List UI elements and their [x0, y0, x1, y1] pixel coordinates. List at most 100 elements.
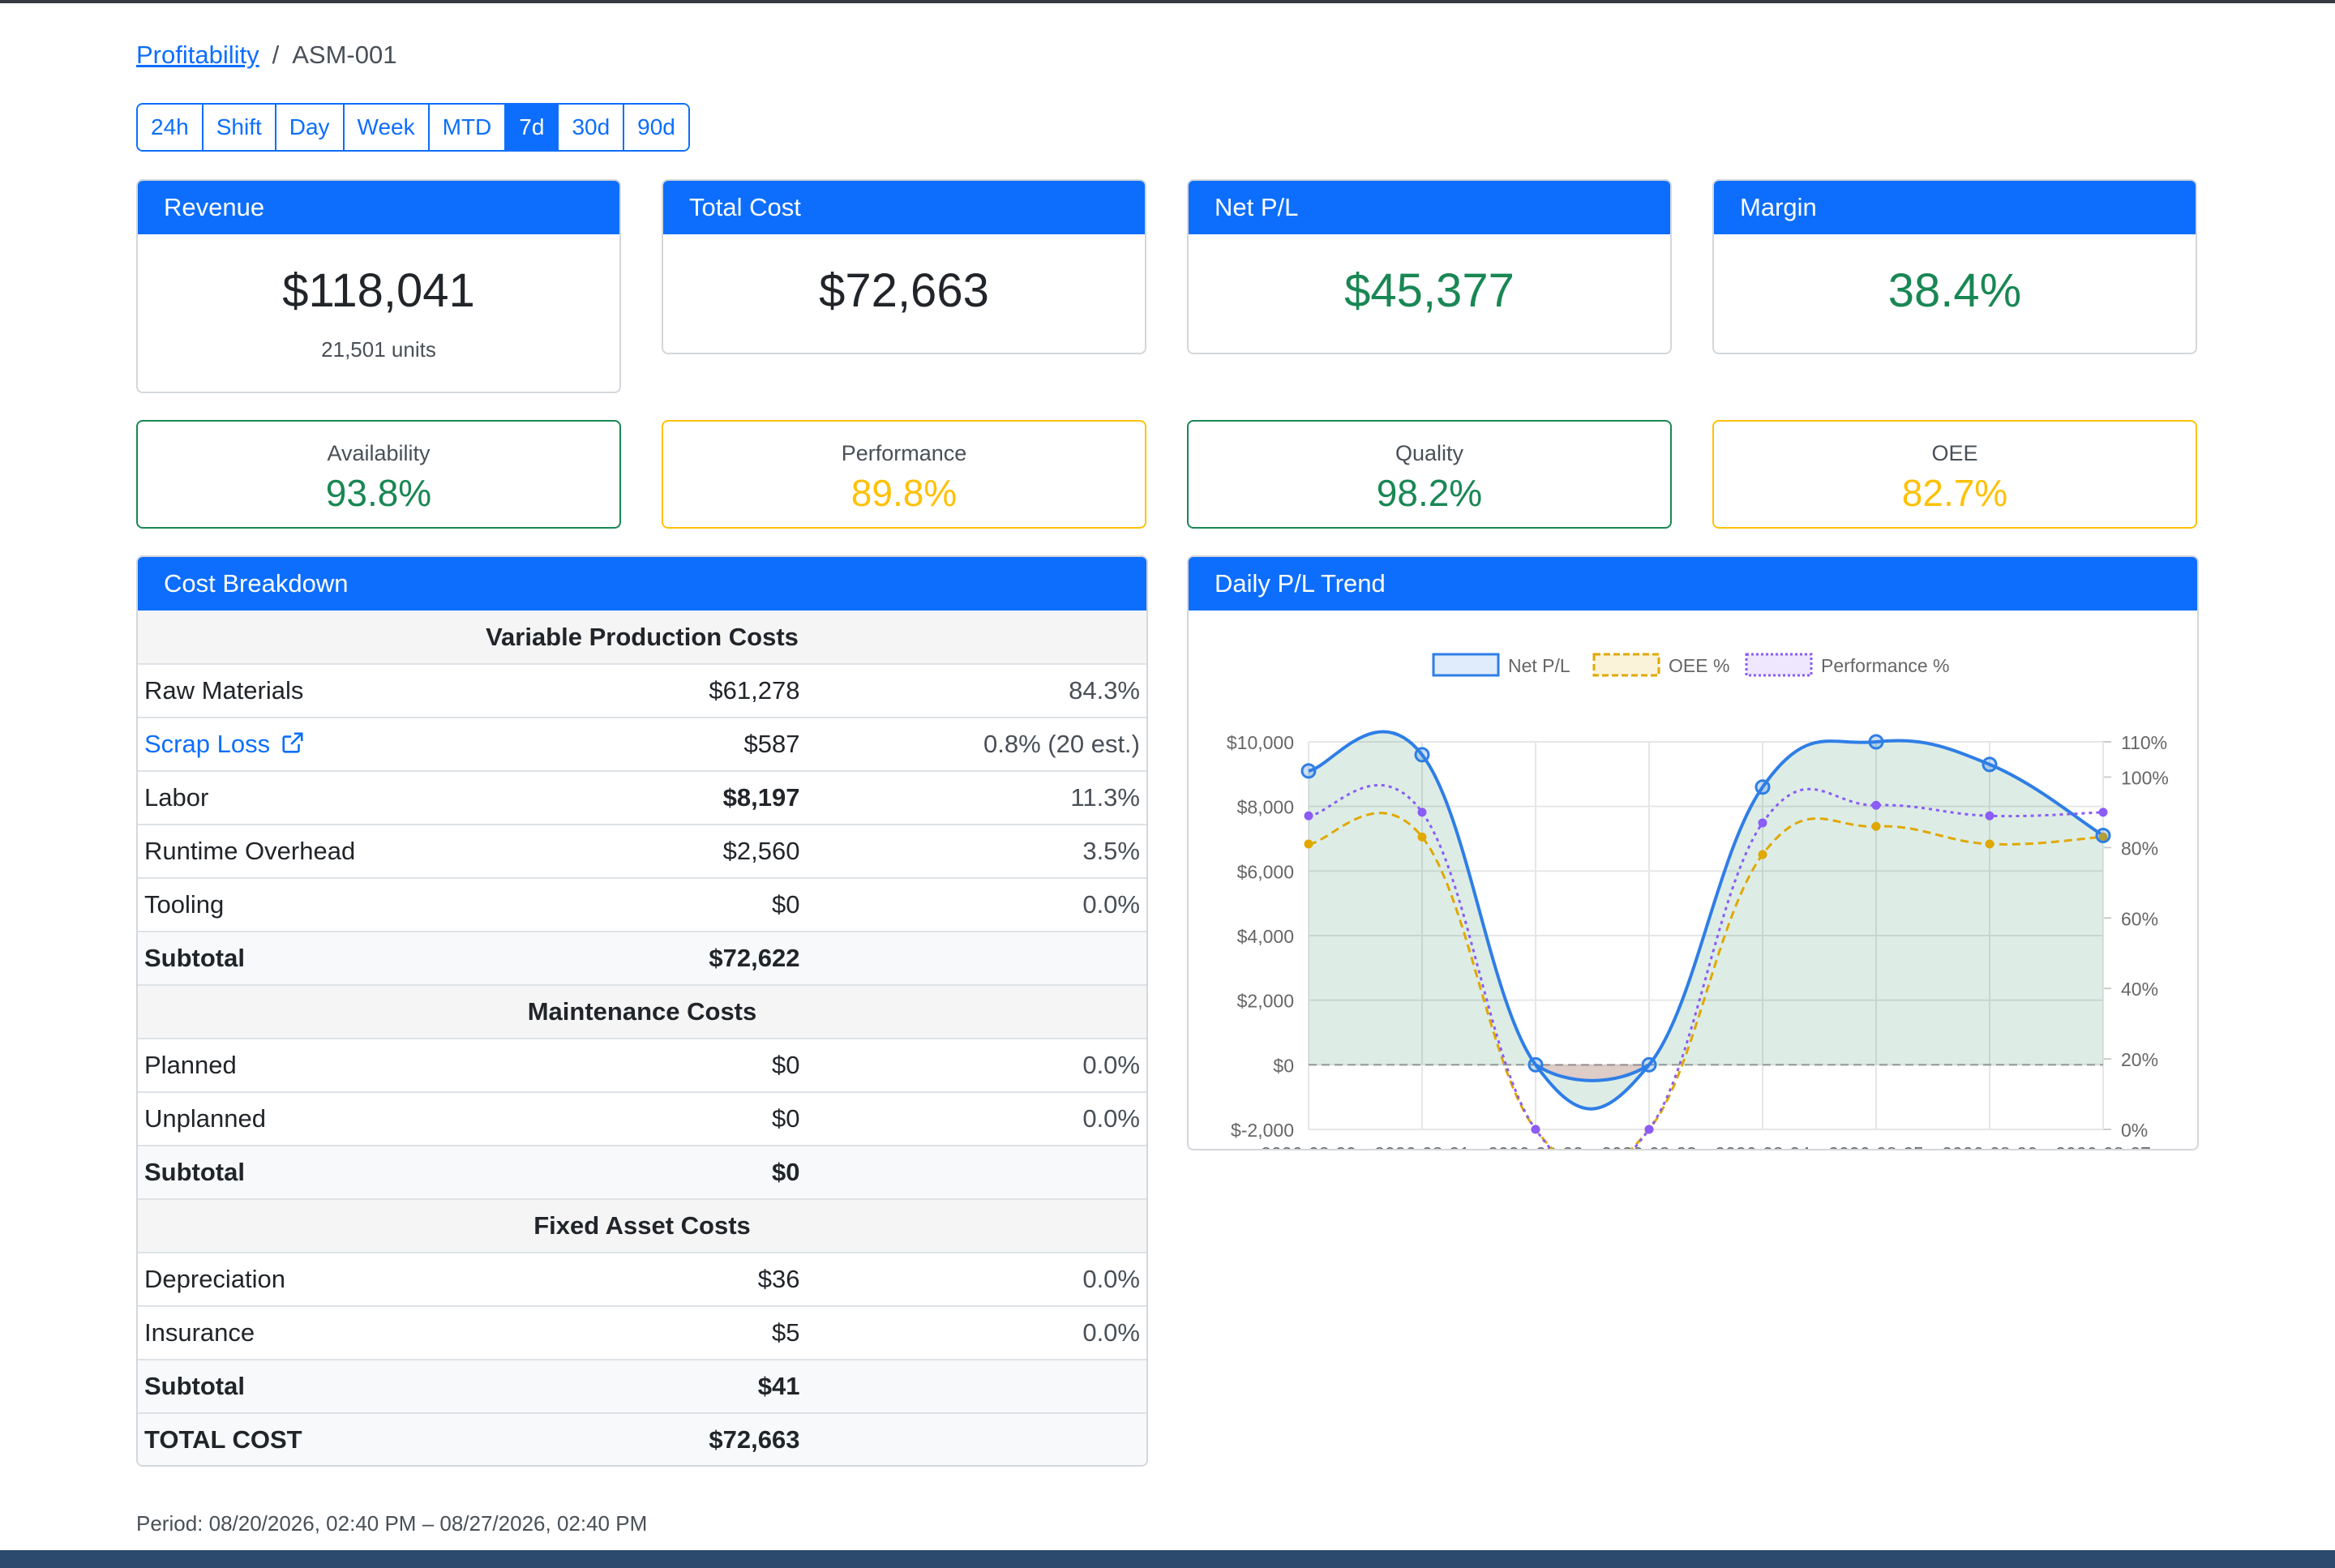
table-row: Labor $8,197 11.3%	[138, 771, 1146, 825]
row-amount: $8,197	[587, 771, 807, 825]
net-pl-point	[1868, 734, 1884, 750]
range-button-7d[interactable]: 7d	[506, 105, 559, 150]
performance-label: Performance	[841, 441, 967, 465]
range-button-24h[interactable]: 24h	[138, 105, 204, 150]
margin-card: Margin 38.4%	[1712, 179, 2197, 354]
legend-swatch	[1432, 653, 1500, 677]
oee-point	[1985, 839, 1994, 849]
oee-point	[1871, 821, 1881, 831]
breadcrumb-separator: /	[272, 41, 280, 69]
legend-swatch	[1592, 653, 1660, 677]
availability-label: Availability	[327, 441, 431, 465]
net-pl-point	[1414, 747, 1430, 763]
subtotal-row: Subtotal $0	[138, 1146, 1146, 1200]
y-right-tick-label: 80%	[2121, 838, 2158, 859]
scrap-loss-label: Scrap Loss	[144, 730, 271, 758]
performance-point	[1758, 818, 1767, 828]
row-label: Raw Materials	[138, 664, 588, 718]
margin-value: 38.4%	[1887, 264, 2022, 317]
section-header-maintenance: Maintenance Costs	[138, 985, 1146, 1039]
availability-card: Availability 93.8%	[136, 420, 621, 529]
performance-value: 89.8%	[850, 472, 958, 514]
row-label: Unplanned	[138, 1092, 588, 1146]
performance-card: Performance 89.8%	[662, 420, 1146, 529]
row-amount: $587	[587, 718, 807, 772]
row-amount: $72,622	[587, 932, 807, 986]
row-percent: 0.0%	[806, 1253, 1146, 1307]
range-button-90d[interactable]: 90d	[624, 105, 688, 150]
net-pl-point	[1754, 779, 1771, 795]
section-header-fixed: Fixed Asset Costs	[138, 1199, 1146, 1253]
performance-point	[1644, 1125, 1654, 1134]
net-pl-point	[1982, 756, 1998, 773]
total-cost-card: Total Cost $72,663	[662, 179, 1146, 354]
top-border	[0, 0, 2335, 3]
y-left-tick-label: $8,000	[1237, 797, 1294, 818]
row-label: Subtotal	[138, 1360, 588, 1414]
trend-chart: $-2,000 $0 $2,000 $4,000 $6,000 $8,000 $10,000…	[1227, 653, 2169, 1149]
range-button-week[interactable]: Week	[344, 105, 430, 150]
cost-breakdown-panel: Cost Breakdown Variable Production Costs…	[136, 555, 1148, 1467]
y-right-tick-label: 110%	[2121, 732, 2167, 753]
range-button-day[interactable]: Day	[276, 105, 345, 150]
total-cost-row: TOTAL COST $72,663	[138, 1413, 1146, 1465]
breadcrumb: Profitability / ASM-001	[136, 41, 396, 70]
performance-point	[1531, 1125, 1540, 1134]
row-label: TOTAL COST	[138, 1413, 588, 1465]
row-percent: 0.0%	[806, 1092, 1146, 1146]
table-row: Raw Materials $61,278 84.3%	[138, 664, 1146, 718]
range-button-30d[interactable]: 30d	[559, 105, 625, 150]
row-amount: $41	[587, 1360, 807, 1414]
time-range-selector: 24h Shift Day Week MTD 7d 30d 90d	[136, 103, 690, 152]
subtotal-row: Subtotal $41	[138, 1360, 1146, 1414]
row-amount: $0	[587, 1039, 807, 1093]
y-right-tick-label: 0%	[2121, 1120, 2148, 1141]
row-amount: $0	[587, 1146, 807, 1200]
row-percent-empty	[806, 1146, 1146, 1200]
breadcrumb-link-profitability[interactable]: Profitability	[136, 41, 259, 69]
oee-line	[1308, 812, 2104, 1149]
y-right-tick-label: 60%	[2121, 908, 2158, 929]
row-percent-empty	[806, 932, 1146, 986]
subtotal-row: Subtotal $72,622	[138, 932, 1146, 986]
x-tick-label: 2026-08-22	[1488, 1143, 1583, 1149]
scrap-loss-link[interactable]: Scrap Loss	[144, 730, 305, 758]
net-pl-point	[1527, 1056, 1544, 1073]
row-amount: $2,560	[587, 825, 807, 879]
cost-breakdown-title: Cost Breakdown	[138, 557, 1146, 610]
margin-card-title: Margin	[1714, 181, 2196, 234]
range-button-mtd[interactable]: MTD	[429, 105, 507, 150]
row-percent: 3.5%	[806, 825, 1146, 879]
row-percent-empty	[806, 1360, 1146, 1414]
quality-card: Quality 98.2%	[1187, 420, 1672, 529]
legend-label: Performance %	[1821, 655, 1950, 676]
y-left-tick-label: $0	[1273, 1055, 1294, 1076]
row-label: Insurance	[138, 1306, 588, 1360]
quality-label: Quality	[1395, 441, 1464, 465]
table-row: Insurance $5 0.0%	[138, 1306, 1146, 1360]
x-tick-label: 2026-08-27	[2055, 1143, 2151, 1149]
net-pl-line	[1308, 730, 2105, 1111]
quality-value: 98.2%	[1376, 472, 1483, 514]
legend-swatch	[1745, 653, 1813, 677]
row-percent: 0.0%	[806, 878, 1146, 932]
oee-label: OEE	[1931, 441, 1978, 465]
net-pl-point	[1300, 763, 1317, 779]
table-row: Tooling $0 0.0%	[138, 878, 1146, 932]
performance-point	[1871, 800, 1881, 810]
total-cost-card-title: Total Cost	[663, 181, 1145, 234]
net-pl-value: $45,377	[1344, 264, 1515, 317]
row-label: Depreciation	[138, 1253, 588, 1307]
daily-pl-trend-panel: Daily P/L Trend $-2,000 $0 $2,000 $4,000 $6,…	[1187, 555, 2199, 1150]
revenue-card-title: Revenue	[138, 181, 619, 234]
row-percent-empty	[806, 1413, 1146, 1465]
cost-table: Variable Production Costs Raw Materials …	[138, 610, 1146, 1465]
oee-card: OEE 82.7%	[1712, 420, 2197, 529]
range-button-shift[interactable]: Shift	[203, 105, 276, 150]
row-percent: 0.0%	[806, 1306, 1146, 1360]
breadcrumb-current: ASM-001	[292, 41, 397, 69]
bottom-bar	[0, 1550, 2335, 1568]
row-label-cell: Scrap Loss	[138, 718, 588, 772]
net-pl-card: Net P/L $45,377	[1187, 179, 1672, 354]
x-tick-label: 2026-08-20	[1261, 1143, 1356, 1149]
